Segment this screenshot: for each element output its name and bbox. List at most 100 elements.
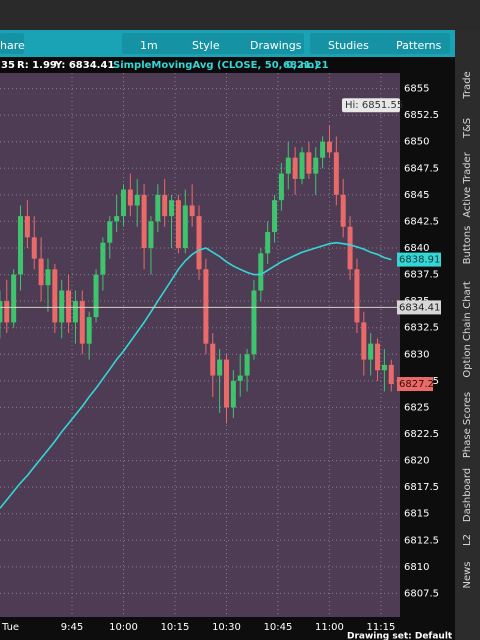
candle-body: [361, 322, 367, 360]
candle-body: [333, 152, 339, 195]
info-text: R: 1.99: [17, 60, 57, 71]
side-tab[interactable]: Trade: [462, 71, 473, 99]
time-axis: [0, 617, 455, 640]
side-tab[interactable]: Chart: [462, 281, 473, 309]
candle-body: [100, 242, 106, 275]
toolbar-label[interactable]: Drawings: [250, 39, 302, 52]
side-tab[interactable]: Buttons: [462, 226, 473, 265]
sma-line: [0, 241, 392, 509]
y-tick-label: 6807.5: [404, 588, 439, 599]
candle-body: [189, 205, 195, 217]
side-tab[interactable]: Option Chain: [462, 312, 473, 377]
side-tab[interactable]: T&S: [462, 118, 473, 139]
candle-body: [258, 253, 264, 291]
y-tick-label: 6837.5: [404, 270, 439, 281]
plot-area: [0, 73, 400, 617]
candle-body: [24, 216, 30, 238]
x-tick-label: 9:45: [61, 622, 83, 633]
candle-body: [52, 269, 58, 323]
info-text: 35: [1, 60, 15, 71]
toolbar-label[interactable]: 1m: [140, 39, 158, 52]
content: hare 1m Style Drawings Studies Patterns 35 R: 1…: [0, 33, 473, 640]
toolbar-label[interactable]: Studies: [328, 39, 369, 52]
candle-body: [182, 205, 188, 248]
candle-body: [244, 354, 250, 376]
x-tick-label: 11:00: [315, 622, 344, 633]
candle-body: [18, 216, 24, 275]
y-tick-label: 6817.5: [404, 482, 439, 493]
y-tick-label: 6810: [404, 562, 429, 573]
y-tick-label: 6842.5: [404, 216, 439, 227]
toolbar-button[interactable]: [378, 33, 450, 54]
toolbar-button[interactable]: [232, 33, 304, 54]
side-tab[interactable]: Active Trader: [462, 151, 473, 217]
candle-body: [203, 269, 209, 344]
candle-body: [230, 380, 236, 408]
y-tick-label: 6852.5: [404, 110, 439, 121]
x-tick-label: 10:15: [161, 622, 190, 633]
candle-body: [72, 301, 78, 323]
y-tick-label: 6840: [404, 243, 429, 254]
candle-body: [354, 269, 360, 323]
toolbar-label[interactable]: Patterns: [396, 39, 442, 52]
close-label: 6827.2: [399, 379, 434, 390]
toolbar-label[interactable]: hare: [0, 39, 25, 52]
candle-body: [375, 343, 381, 371]
y-tick-label: 6815: [404, 509, 429, 520]
toolbar-button[interactable]: [174, 33, 246, 54]
candle-body: [127, 189, 133, 206]
info-text: 6821.21: [283, 60, 329, 71]
candle-body: [93, 274, 99, 318]
candle-body: [388, 364, 394, 385]
y-tick-label: 6820: [404, 456, 429, 467]
candle-body: [272, 200, 278, 233]
info-text: SimpleMovingAvg (CLOSE, 50, 0, no): [113, 60, 319, 71]
toolbar-label[interactable]: Style: [192, 39, 220, 52]
y-tick-label: 6830: [404, 349, 429, 360]
crosshair-label: 6834.41: [399, 302, 440, 313]
candle-body: [210, 343, 216, 376]
candle-body: [155, 194, 161, 222]
candle-body: [11, 274, 17, 323]
x-tick-label: 10:45: [264, 622, 293, 633]
candle-body: [45, 269, 51, 286]
candle-body: [217, 359, 223, 376]
candle-body: [0, 301, 3, 323]
side-tab[interactable]: Dashboard: [462, 468, 473, 522]
candle-body: [381, 364, 387, 371]
candle-body: [162, 194, 168, 217]
y-tick-label: 6847.5: [404, 163, 439, 174]
y-tick-label: 6850: [404, 137, 429, 148]
sma-label: 6838.91: [399, 255, 440, 266]
high-label: Hi: 6851.55: [345, 100, 403, 111]
y-tick-label: 6825: [404, 402, 429, 413]
candle-body: [292, 157, 298, 179]
candle-body: [285, 157, 291, 174]
candle-body: [86, 317, 92, 344]
candle-body: [237, 375, 243, 381]
candle-body: [66, 290, 72, 323]
candle-body: [120, 189, 126, 217]
y-tick-label: 6855: [404, 84, 429, 95]
candle-body: [114, 216, 120, 222]
toolbar-button[interactable]: [0, 33, 24, 54]
side-tab[interactable]: Phase Scores: [462, 392, 473, 458]
close-tag: [397, 377, 433, 392]
candle-body: [148, 221, 154, 248]
crosshair-tag: [397, 300, 441, 315]
candle-body: [141, 194, 147, 248]
candle-body: [31, 237, 37, 259]
candle-body: [175, 200, 181, 248]
candle-body: [299, 152, 305, 179]
y-tick-label: 6822.5: [404, 429, 439, 440]
side-tab[interactable]: News: [462, 561, 473, 588]
price-axis: [400, 57, 455, 632]
candle-body: [38, 258, 44, 286]
sma-tag: [397, 252, 441, 267]
footer-drawing-set[interactable]: Drawing set: Default: [347, 632, 453, 640]
candle-body: [265, 232, 271, 254]
y-tick-label: 6812.5: [404, 535, 439, 546]
side-tab[interactable]: L2: [462, 534, 473, 546]
toolbar-button[interactable]: [310, 33, 382, 54]
